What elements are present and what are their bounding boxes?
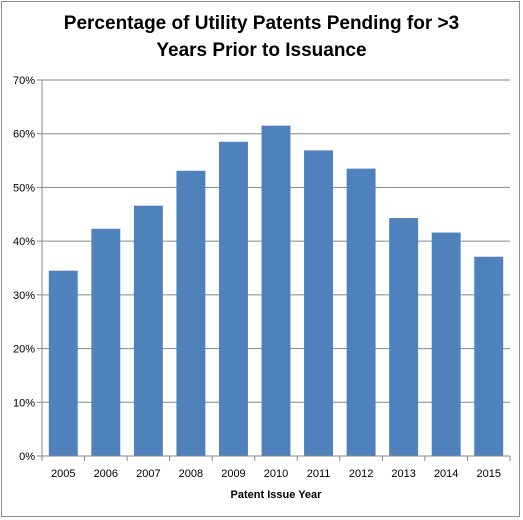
- x-tick-label: 2011: [307, 468, 331, 480]
- y-tick-label: 0%: [19, 451, 35, 463]
- x-tick-label: 2008: [179, 468, 203, 480]
- bar-2009: [219, 142, 248, 456]
- y-tick-label: 10%: [13, 397, 35, 409]
- bar-2014: [432, 233, 461, 456]
- x-tick-label: 2010: [264, 468, 288, 480]
- x-tick-label: 2006: [94, 468, 118, 480]
- bars: [49, 126, 503, 456]
- x-tick-label: 2014: [434, 468, 458, 480]
- y-tick-label: 70%: [13, 75, 35, 87]
- x-tick-label: 2015: [476, 468, 500, 480]
- x-axis-title: Patent Issue Year: [231, 489, 323, 501]
- bar-2011: [304, 150, 333, 456]
- x-tick-label: 2013: [391, 468, 415, 480]
- x-tick-label: 2009: [221, 468, 245, 480]
- x-tick-label: 2007: [136, 468, 160, 480]
- bar-2013: [389, 218, 418, 456]
- x-tick-label: 2012: [349, 468, 373, 480]
- y-tick-label: 50%: [13, 182, 35, 194]
- y-tick-label: 60%: [13, 129, 35, 141]
- y-tick-label: 30%: [13, 290, 35, 302]
- tick-labels: 0% 10% 20% 30% 40% 50% 60% 70% 2005 2006 2007 2008 2…: [13, 75, 501, 480]
- bar-2008: [176, 171, 205, 456]
- y-tick-label: 20%: [13, 344, 35, 356]
- bar-2015: [474, 257, 503, 456]
- x-tick-label: 2005: [51, 468, 75, 480]
- bar-2012: [347, 169, 376, 456]
- bar-2005: [49, 271, 78, 456]
- bar-2010: [262, 126, 291, 456]
- bar-2006: [91, 229, 120, 456]
- bar-2007: [134, 206, 163, 456]
- y-tick-label: 40%: [13, 236, 35, 248]
